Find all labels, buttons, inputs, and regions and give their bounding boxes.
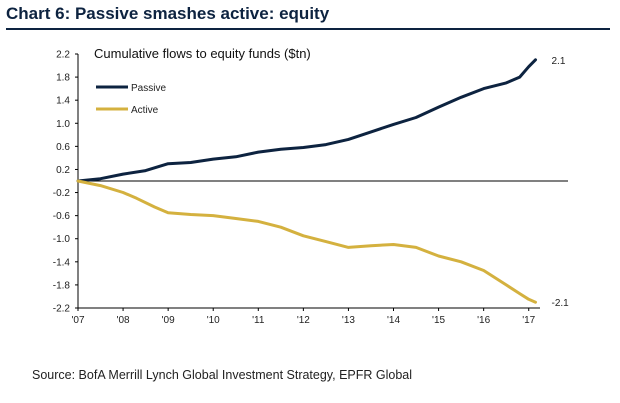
chart-heading: Chart 6: Passive smashes active: equity (6, 4, 330, 23)
y-tick-label: 1.4 (56, 96, 70, 107)
y-tick-label: -1.4 (53, 257, 71, 268)
x-tick-label: '13 (342, 315, 355, 326)
x-tick-label: '14 (387, 315, 400, 326)
x-tick-label: '09 (162, 315, 175, 326)
y-tick-label: 0.2 (56, 165, 70, 176)
x-tick-label: '15 (432, 315, 445, 326)
x-tick-label: '11 (252, 315, 265, 326)
y-tick-label: -2.2 (53, 304, 71, 315)
y-tick-label: -1.0 (53, 234, 71, 245)
y-tick-label: -1.8 (53, 280, 71, 291)
x-tick-label: '10 (207, 315, 220, 326)
y-tick-label: -0.2 (53, 188, 71, 199)
y-tick-label: 0.6 (56, 142, 70, 153)
legend-label-passive: Passive (131, 83, 166, 94)
heading-divider (6, 28, 610, 30)
series-line-active (76, 179, 537, 304)
plot-group: 2.1 -2.1 (76, 56, 569, 309)
y-tick-label: 1.8 (56, 73, 70, 84)
axes-group: 2.2 1.8 1.4 1.0 0.6 0.2 -0.2 -0.6 -1.0 -1.4 -1.8 -2… (53, 50, 568, 326)
x-tick-label: '07 (71, 315, 84, 326)
x-tick-label: '12 (297, 315, 310, 326)
y-tick-label: 2.2 (56, 50, 70, 61)
y-tick-label: 1.0 (56, 119, 70, 130)
y-tick-label: -0.6 (53, 211, 71, 222)
x-tick-label: '17 (522, 315, 535, 326)
source-note: Source: BofA Merrill Lynch Global Invest… (32, 368, 413, 382)
series-line-passive (76, 58, 537, 183)
legend: Passive Active (96, 83, 166, 116)
chart-title: Cumulative flows to equity funds ($tn) (94, 46, 311, 61)
x-tick-label: '16 (477, 315, 490, 326)
end-label-passive: 2.1 (551, 56, 565, 67)
legend-label-active: Active (131, 105, 159, 116)
x-tick-label: '08 (117, 315, 130, 326)
end-label-active: -2.1 (551, 298, 569, 309)
